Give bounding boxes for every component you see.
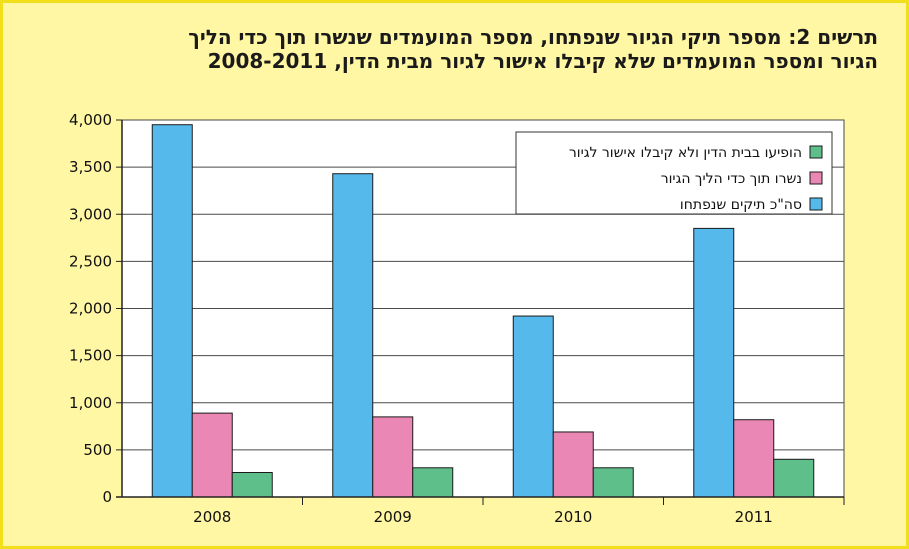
y-tick-label: 2,000 bbox=[69, 300, 112, 318]
legend-swatch bbox=[809, 171, 823, 185]
bar-2011-series-1 bbox=[733, 419, 775, 498]
bar-2011-series-2 bbox=[773, 458, 815, 498]
bar-2009-series-2 bbox=[412, 467, 454, 498]
y-tick-label: 500 bbox=[83, 441, 112, 459]
x-tick-label: 2011 bbox=[735, 508, 773, 526]
bar-2008-series-0 bbox=[151, 124, 193, 498]
bar-2010-series-2 bbox=[592, 467, 634, 498]
y-tick-label: 1,500 bbox=[69, 347, 112, 365]
bar-2009-series-1 bbox=[372, 416, 414, 498]
bar-2010-series-0 bbox=[512, 315, 554, 498]
legend-label: סה"כ תיקים שנפתחו bbox=[680, 197, 802, 213]
x-tick-label: 2009 bbox=[374, 508, 412, 526]
bar-2011-series-0 bbox=[693, 227, 735, 498]
y-tick-label: 1,000 bbox=[69, 394, 112, 412]
x-tick-label: 2008 bbox=[193, 508, 231, 526]
bar-2008-series-2 bbox=[231, 471, 273, 498]
bar-2010-series-1 bbox=[552, 431, 594, 498]
chart-title: תרשים 2: מספר תיקי הגיור שנפתחו, מספר המ… bbox=[33, 25, 878, 73]
legend-swatch bbox=[809, 197, 823, 211]
x-tick-label: 2010 bbox=[554, 508, 592, 526]
legend: הופיעו בבית הדין ולא קיבלו אישור לגיור נש… bbox=[515, 131, 833, 215]
legend-box bbox=[515, 131, 833, 215]
chart-title-line-2: הגיור ומספר המועמדים שלא קיבלו אישור לגי… bbox=[207, 49, 878, 73]
y-tick-label: 4,000 bbox=[69, 111, 112, 129]
bar-2008-series-1 bbox=[191, 412, 233, 498]
legend-label: הופיעו בבית הדין ולא קיבלו אישור לגיור bbox=[569, 145, 802, 161]
legend-label: נשרו תוך כדי הליך הגיור bbox=[661, 171, 802, 187]
y-tick-label: 3,500 bbox=[69, 158, 112, 176]
y-tick-label: 0 bbox=[102, 488, 112, 506]
y-tick-label: 2,500 bbox=[69, 252, 112, 270]
chart-title-line-1: תרשים 2: מספר תיקי הגיור שנפתחו, מספר המ… bbox=[188, 25, 878, 49]
bar-2009-series-0 bbox=[332, 173, 374, 498]
axes: 0 500 1,000 1,500 2,000 2,500 3,000 3,500 4,000 2… bbox=[69, 111, 845, 526]
y-tick-label: 3,000 bbox=[69, 205, 112, 223]
legend-swatch bbox=[809, 145, 823, 159]
bars bbox=[151, 124, 815, 498]
